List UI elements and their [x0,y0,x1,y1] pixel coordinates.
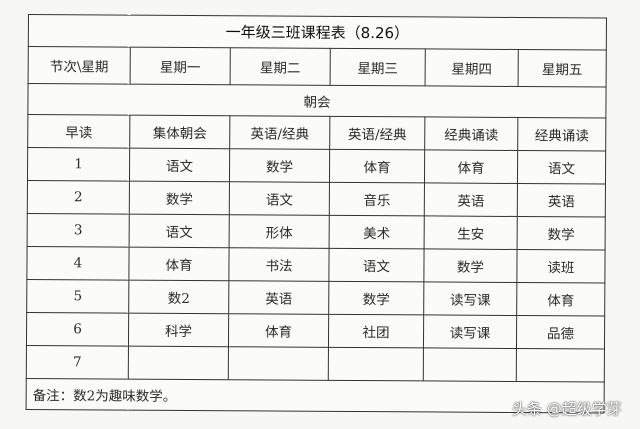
course-cell: 读写课 [423,314,517,349]
header-cell: 星期四 [425,48,519,87]
course-cell [228,346,329,381]
course-cell: 体育 [516,282,605,317]
course-cell: 语文 [229,181,330,216]
header-cell: 星期五 [518,49,607,88]
course-cell: 数2 [128,280,229,314]
watermark: 头条 @超级学芽 [512,400,622,418]
header-cell: 节次\星期 [28,46,131,85]
course-cell: 语文 [129,148,230,182]
course-cell: 数学 [129,181,230,215]
course-cell: 数学 [517,216,606,251]
course-cell: 体育 [329,149,425,183]
course-cell [328,347,424,381]
course-cell: 英语/经典 [329,116,425,150]
header-cell: 星期二 [230,47,331,86]
course-cell: 体育 [228,313,329,348]
header-cell: 星期三 [330,48,426,86]
table-row: 7 [26,345,605,383]
period-cell: 3 [27,213,130,248]
table-row: 6 科学 体育 社团 读写课 品德 [26,312,605,350]
table-row: 5 数2 英语 数学 读写课 体育 [26,279,605,317]
course-cell: 读班 [516,249,606,284]
period-cell: 4 [26,246,130,281]
period-cell: 早读 [27,114,130,149]
course-cell: 体育 [128,247,230,281]
course-cell [516,348,605,383]
table-row: 1 语文 数学 体育 体育 语文 [27,147,606,185]
course-cell: 经典诵读 [517,117,606,152]
course-cell: 形体 [229,214,330,249]
header-cell: 星期一 [130,47,231,85]
course-cell: 生安 [424,215,518,250]
course-cell: 经典诵读 [424,116,518,151]
period-cell: 7 [26,345,129,380]
course-cell: 语文 [129,214,230,248]
course-cell: 数学 [328,281,424,315]
schedule-sheet: 一年级三班课程表（8.26） 节次\星期 星期一 星期二 星期三 星期四 星期五 朝会 早… [25,14,607,414]
course-cell: 音乐 [329,182,425,216]
course-cell: 读写课 [423,281,517,316]
table-row: 3 语文 形体 美术 生安 数学 [27,213,606,251]
table-title: 一年级三班课程表（8.26） [28,14,607,51]
course-cell: 体育 [424,149,518,184]
assembly-row: 朝会 [27,83,607,119]
period-cell: 2 [27,180,130,215]
course-cell: 集体朝会 [129,115,230,149]
table-row: 2 数学 语文 音乐 英语 英语 [27,180,606,218]
table-row: 早读 集体朝会 英语/经典 英语/经典 经典诵读 经典诵读 [27,114,606,152]
course-cell: 科学 [128,313,229,347]
table-row: 4 体育 书法 语文 数学 读班 [26,246,606,284]
course-cell: 语文 [517,150,606,185]
course-cell [423,347,517,382]
period-cell: 5 [26,279,129,314]
course-cell: 品德 [516,315,605,350]
period-cell: 6 [26,312,129,347]
course-cell: 美术 [329,215,425,249]
course-cell: 英语 [424,182,518,217]
course-cell: 书法 [228,247,330,282]
course-cell [128,346,229,380]
period-cell: 1 [27,147,130,182]
schedule-table: 一年级三班课程表（8.26） 节次\星期 星期一 星期二 星期三 星期四 星期五 朝会 早… [25,14,607,414]
course-cell: 数学 [423,248,518,283]
course-cell: 英语 [517,183,606,218]
header-row: 节次\星期 星期一 星期二 星期三 星期四 星期五 [28,46,607,88]
course-cell: 社团 [328,314,424,348]
course-cell: 数学 [229,148,330,183]
course-cell: 英语/经典 [229,115,330,150]
course-cell: 英语 [228,280,329,315]
course-cell: 语文 [328,248,425,282]
